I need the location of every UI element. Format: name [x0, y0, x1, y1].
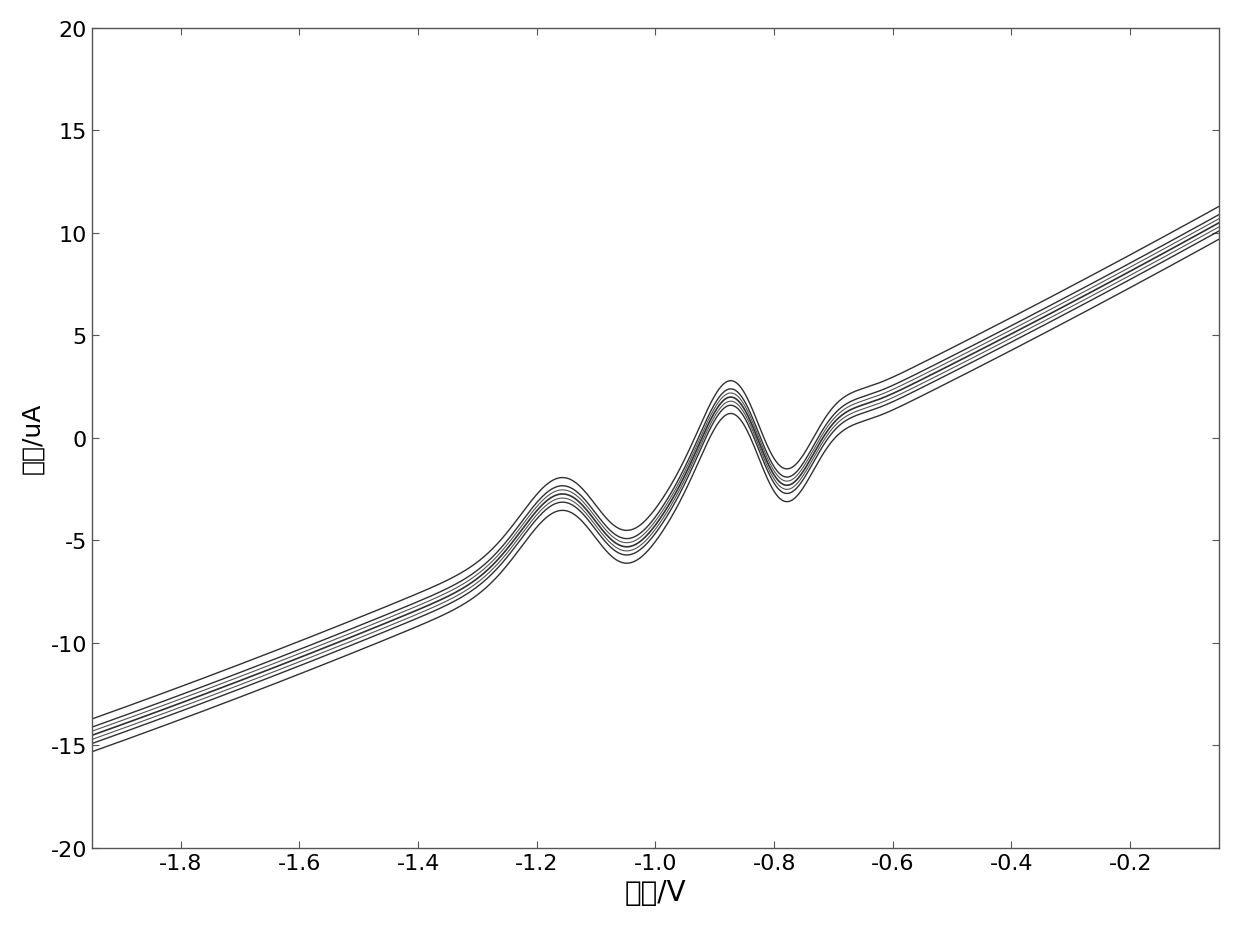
Y-axis label: 电流/uA: 电流/uA [21, 402, 45, 474]
X-axis label: 电压/V: 电压/V [625, 878, 686, 907]
